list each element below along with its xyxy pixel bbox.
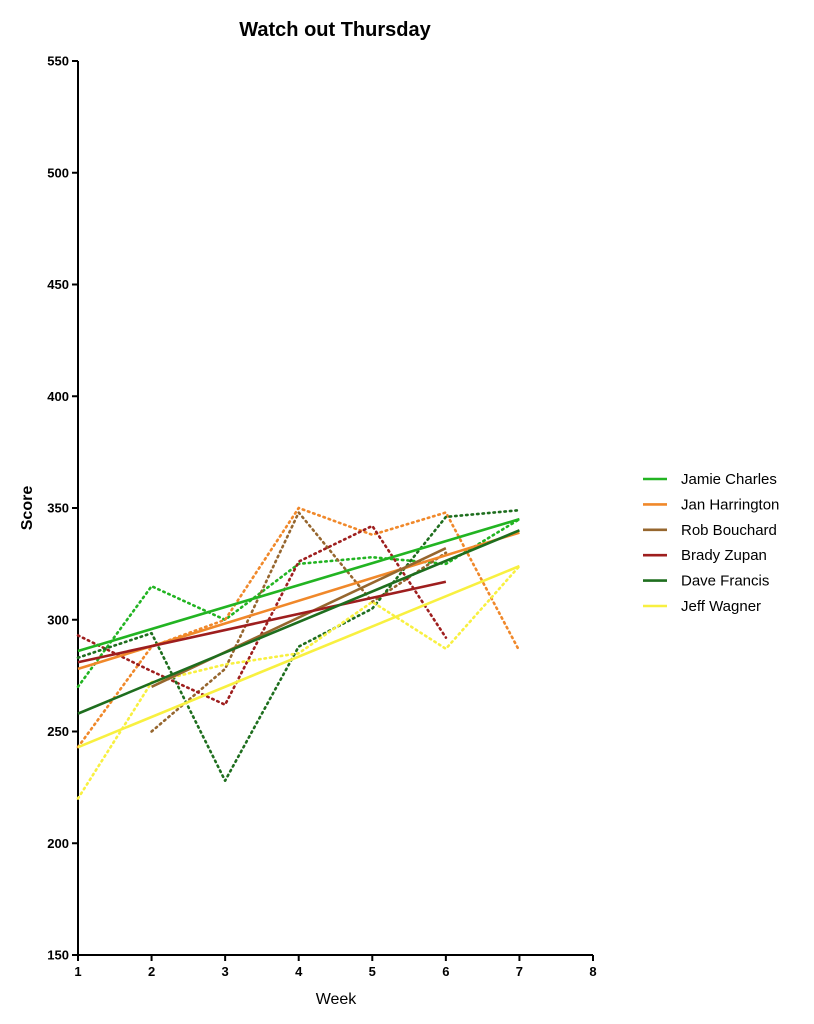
chart-title: Watch out Thursday xyxy=(239,19,431,41)
x-tick-label: 5 xyxy=(369,964,376,979)
trend-line-4 xyxy=(77,529,520,715)
x-tick-label: 4 xyxy=(295,964,303,979)
legend-label: Brady Zupan xyxy=(681,547,767,564)
legend: Jamie Charles Jan Harrington Rob Bouchard B… xyxy=(643,471,779,615)
x-tick-label: 1 xyxy=(74,964,81,979)
series-line-0 xyxy=(76,517,521,689)
legend-label: Jan Harrington xyxy=(681,496,779,513)
series-layer xyxy=(76,506,521,800)
x-tick-label: 6 xyxy=(442,964,449,979)
x-tick-label: 2 xyxy=(148,964,155,979)
x-tick-label: 7 xyxy=(516,964,523,979)
legend-label: Rob Bouchard xyxy=(681,522,777,539)
trend-line-5 xyxy=(77,564,520,749)
x-axis-title: Week xyxy=(316,991,358,1008)
y-tick-label: 550 xyxy=(47,54,69,69)
y-tick-label: 400 xyxy=(47,389,69,404)
axes: 150 200 250 300 350 400 450 500 550 1 2 3 4 5 6 7 8 xyxy=(47,54,596,980)
legend-label: Jamie Charles xyxy=(681,471,777,488)
series-line-3 xyxy=(76,524,448,707)
series-line-4 xyxy=(76,508,521,783)
y-tick-label: 300 xyxy=(47,612,69,627)
legend-label: Jeff Wagner xyxy=(681,598,761,615)
x-tick-label: 8 xyxy=(589,964,596,979)
y-axis-title: Score xyxy=(19,486,36,531)
series-line-1 xyxy=(76,506,521,749)
trend-line-0 xyxy=(77,517,520,653)
y-tick-label: 500 xyxy=(47,165,69,180)
y-tick-label: 200 xyxy=(47,836,69,851)
y-tick-label: 350 xyxy=(47,501,69,516)
series-line-2 xyxy=(150,511,448,733)
trend-line-3 xyxy=(77,580,447,664)
legend-label: Dave Francis xyxy=(681,573,769,590)
x-tick-label: 3 xyxy=(222,964,229,979)
y-tick-label: 450 xyxy=(47,277,69,292)
y-tick-label: 150 xyxy=(47,948,69,963)
y-tick-label: 250 xyxy=(47,724,69,739)
